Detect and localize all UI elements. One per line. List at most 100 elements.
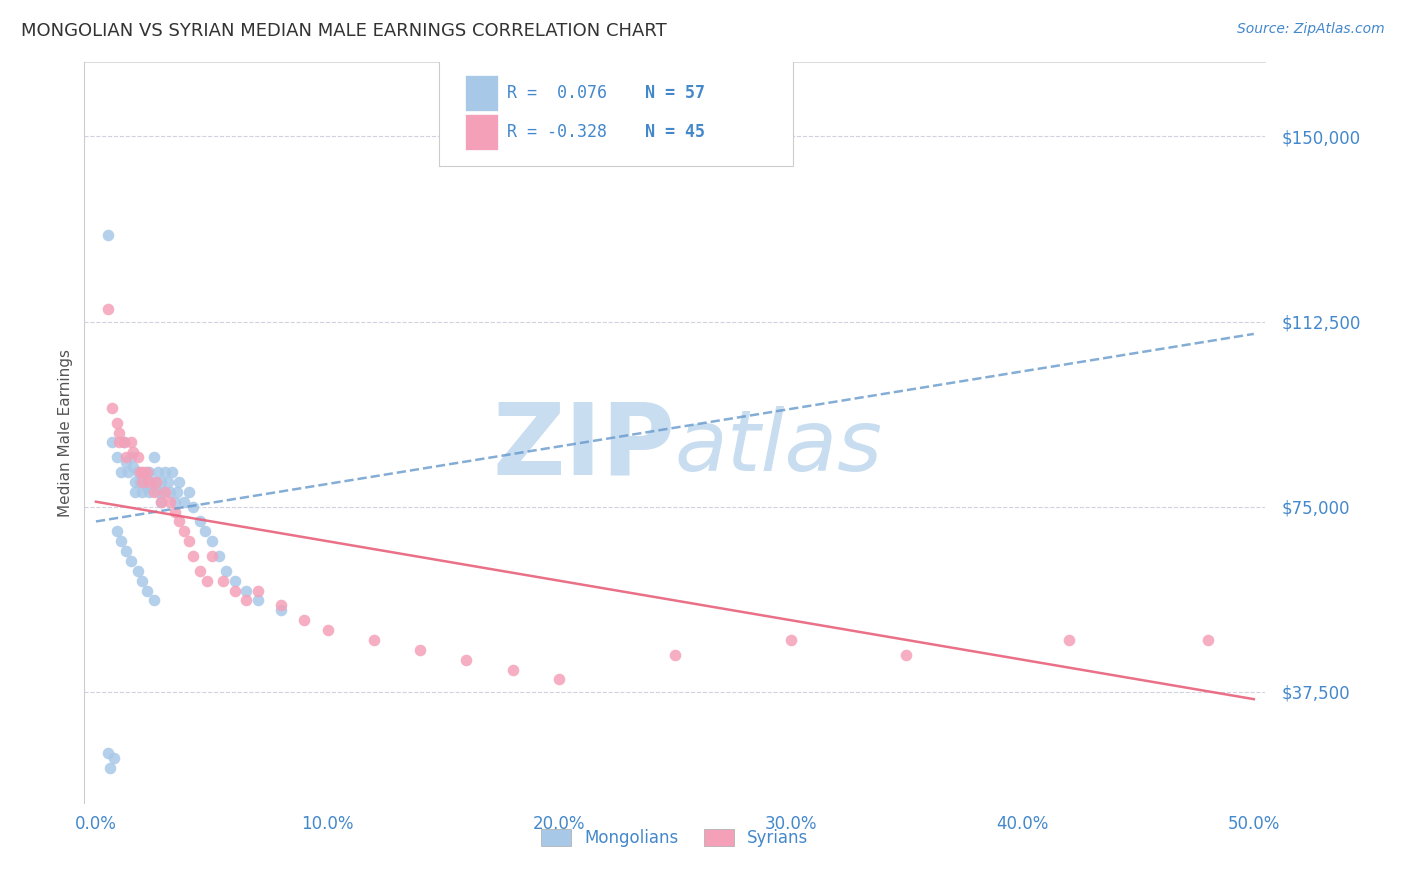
Point (181, 549, 204, 563)
Point (105, 524, 128, 539)
Point (173, 494, 195, 508)
Point (155, 465, 177, 479)
Point (201, 534, 224, 549)
Point (101, 401, 124, 415)
Point (247, 593, 270, 607)
Point (138, 475, 160, 489)
Point (110, 534, 132, 549)
Point (96, 302, 118, 317)
Point (127, 450, 149, 465)
Point (135, 465, 157, 479)
Point (105, 450, 128, 465)
Point (120, 554, 142, 568)
FancyBboxPatch shape (464, 75, 498, 111)
Point (138, 465, 160, 479)
Point (152, 484, 174, 499)
Point (224, 583, 246, 598)
Point (122, 445, 145, 459)
Point (235, 583, 257, 598)
Point (292, 613, 315, 627)
Point (148, 465, 170, 479)
Point (149, 475, 172, 489)
Point (177, 484, 200, 499)
Point (131, 475, 153, 489)
Point (363, 632, 385, 647)
Point (456, 653, 478, 667)
Point (169, 515, 191, 529)
Point (141, 475, 163, 489)
Point (108, 425, 131, 440)
Point (502, 663, 524, 677)
Legend: Mongolians, Syrians: Mongolians, Syrians (534, 822, 815, 854)
Text: N = 57: N = 57 (645, 84, 706, 102)
FancyBboxPatch shape (439, 55, 793, 166)
Point (195, 574, 218, 588)
Point (142, 450, 165, 465)
Point (177, 534, 200, 549)
Point (188, 564, 211, 578)
Text: R =  0.076: R = 0.076 (508, 84, 607, 102)
Point (1057, 632, 1080, 647)
Point (270, 599, 292, 613)
Point (129, 465, 152, 479)
Point (112, 435, 135, 450)
Point (134, 465, 156, 479)
Point (110, 465, 132, 479)
Point (135, 480, 157, 494)
Point (142, 484, 165, 499)
Text: atlas: atlas (675, 406, 883, 489)
Point (188, 515, 211, 529)
Point (316, 623, 339, 637)
Point (664, 648, 686, 662)
Point (98, 761, 121, 775)
Y-axis label: Median Male Earnings: Median Male Earnings (58, 349, 73, 516)
Point (127, 564, 149, 578)
Point (159, 484, 181, 499)
Point (124, 484, 146, 499)
Point (201, 549, 224, 563)
Point (409, 642, 432, 657)
Point (163, 494, 186, 508)
Point (212, 574, 235, 588)
Point (224, 574, 246, 588)
Point (548, 673, 571, 687)
Point (779, 632, 801, 647)
Text: ZIP: ZIP (492, 399, 675, 496)
Text: R = -0.328: R = -0.328 (508, 123, 607, 141)
Point (115, 455, 138, 469)
Text: N = 45: N = 45 (645, 123, 706, 141)
Point (155, 484, 177, 499)
FancyBboxPatch shape (464, 114, 498, 150)
Point (105, 416, 128, 430)
Point (127, 465, 149, 479)
Point (117, 465, 139, 479)
Point (270, 603, 292, 617)
Text: Source: ZipAtlas.com: Source: ZipAtlas.com (1237, 22, 1385, 37)
Point (169, 475, 191, 489)
Point (194, 524, 217, 539)
Point (247, 583, 270, 598)
Point (135, 475, 157, 489)
Point (122, 460, 145, 475)
Point (120, 435, 142, 450)
Point (162, 465, 184, 479)
Point (214, 564, 236, 578)
Point (235, 593, 257, 607)
Point (131, 465, 153, 479)
Point (148, 484, 170, 499)
Point (166, 484, 188, 499)
Point (96, 228, 118, 243)
Point (138, 484, 160, 499)
Point (142, 593, 165, 607)
Text: MONGOLIAN VS SYRIAN MEDIAN MALE EARNINGS CORRELATION CHART: MONGOLIAN VS SYRIAN MEDIAN MALE EARNINGS… (21, 22, 666, 40)
Point (124, 475, 146, 489)
Point (103, 751, 125, 765)
Point (181, 500, 204, 514)
Point (173, 524, 195, 539)
Point (149, 494, 172, 508)
Point (101, 435, 124, 450)
Point (131, 574, 153, 588)
Point (135, 583, 157, 598)
Point (145, 475, 167, 489)
Point (149, 494, 172, 508)
